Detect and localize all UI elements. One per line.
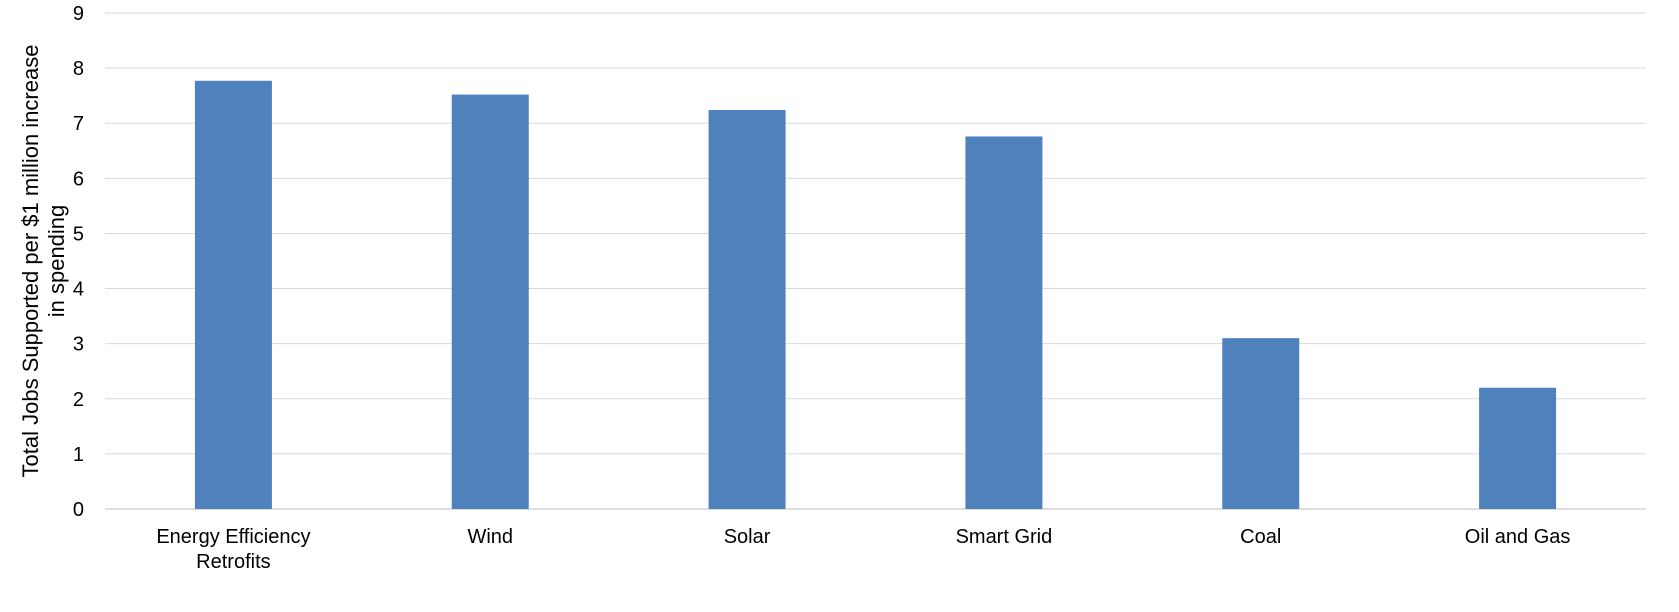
bars [194,80,1557,510]
bar [1479,387,1557,509]
y-tick-label: 0 [73,499,84,521]
x-tick-label: Solar [724,526,771,548]
y-tick-label: 7 [73,113,84,135]
x-tick-label: Wind [467,526,513,548]
bar [965,136,1043,509]
y-tick-label: 6 [73,168,84,190]
x-tick-label: Energy Efficiency Retrofits [156,526,310,573]
y-tick-label: 9 [73,3,84,25]
y-tick-label: 8 [73,58,84,80]
y-tick-labels: 0 1 2 3 4 5 6 7 8 9 [73,3,84,521]
y-tick-label: 1 [73,444,84,466]
x-tick-labels: Energy Efficiency Retrofits Wind Solar Smart… [156,526,1570,573]
y-tick-label: 2 [73,389,84,411]
x-tick-label: Oil and Gas [1465,526,1571,548]
y-tick-label: 4 [73,279,84,301]
y-tick-label: 5 [73,223,84,245]
bar [451,94,529,509]
bar [194,80,272,509]
y-tick-label: 3 [73,334,84,356]
x-tick-label: Smart Grid [956,526,1053,548]
bar [1222,338,1300,509]
bar [708,109,786,510]
y-axis-title: Total Jobs Supported per $1 million incr… [18,45,69,478]
gridlines [105,12,1646,510]
x-tick-label: Coal [1240,526,1281,548]
